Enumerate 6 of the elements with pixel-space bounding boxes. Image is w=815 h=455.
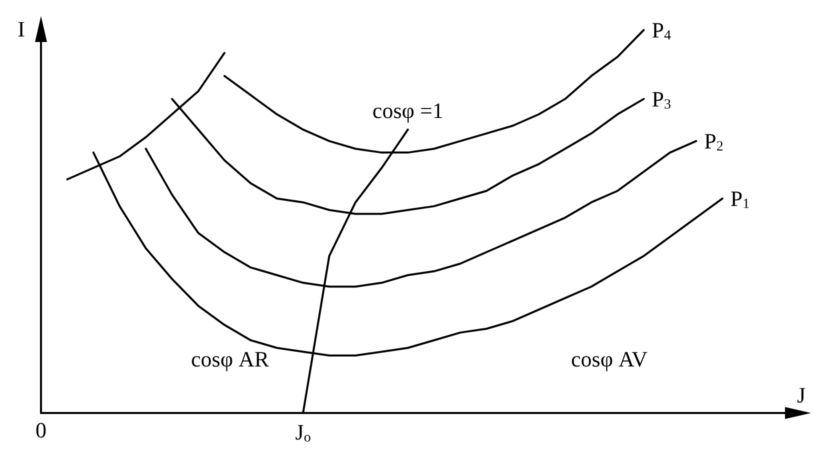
series-label: cosφ =1 — [372, 98, 444, 124]
annotation: cosφ AV — [571, 346, 648, 372]
annotation: cosφ AR — [191, 346, 270, 372]
x-tick-label: 0 — [36, 418, 46, 442]
x-axis-title: J — [797, 382, 806, 408]
y-axis-title: I — [18, 16, 25, 42]
